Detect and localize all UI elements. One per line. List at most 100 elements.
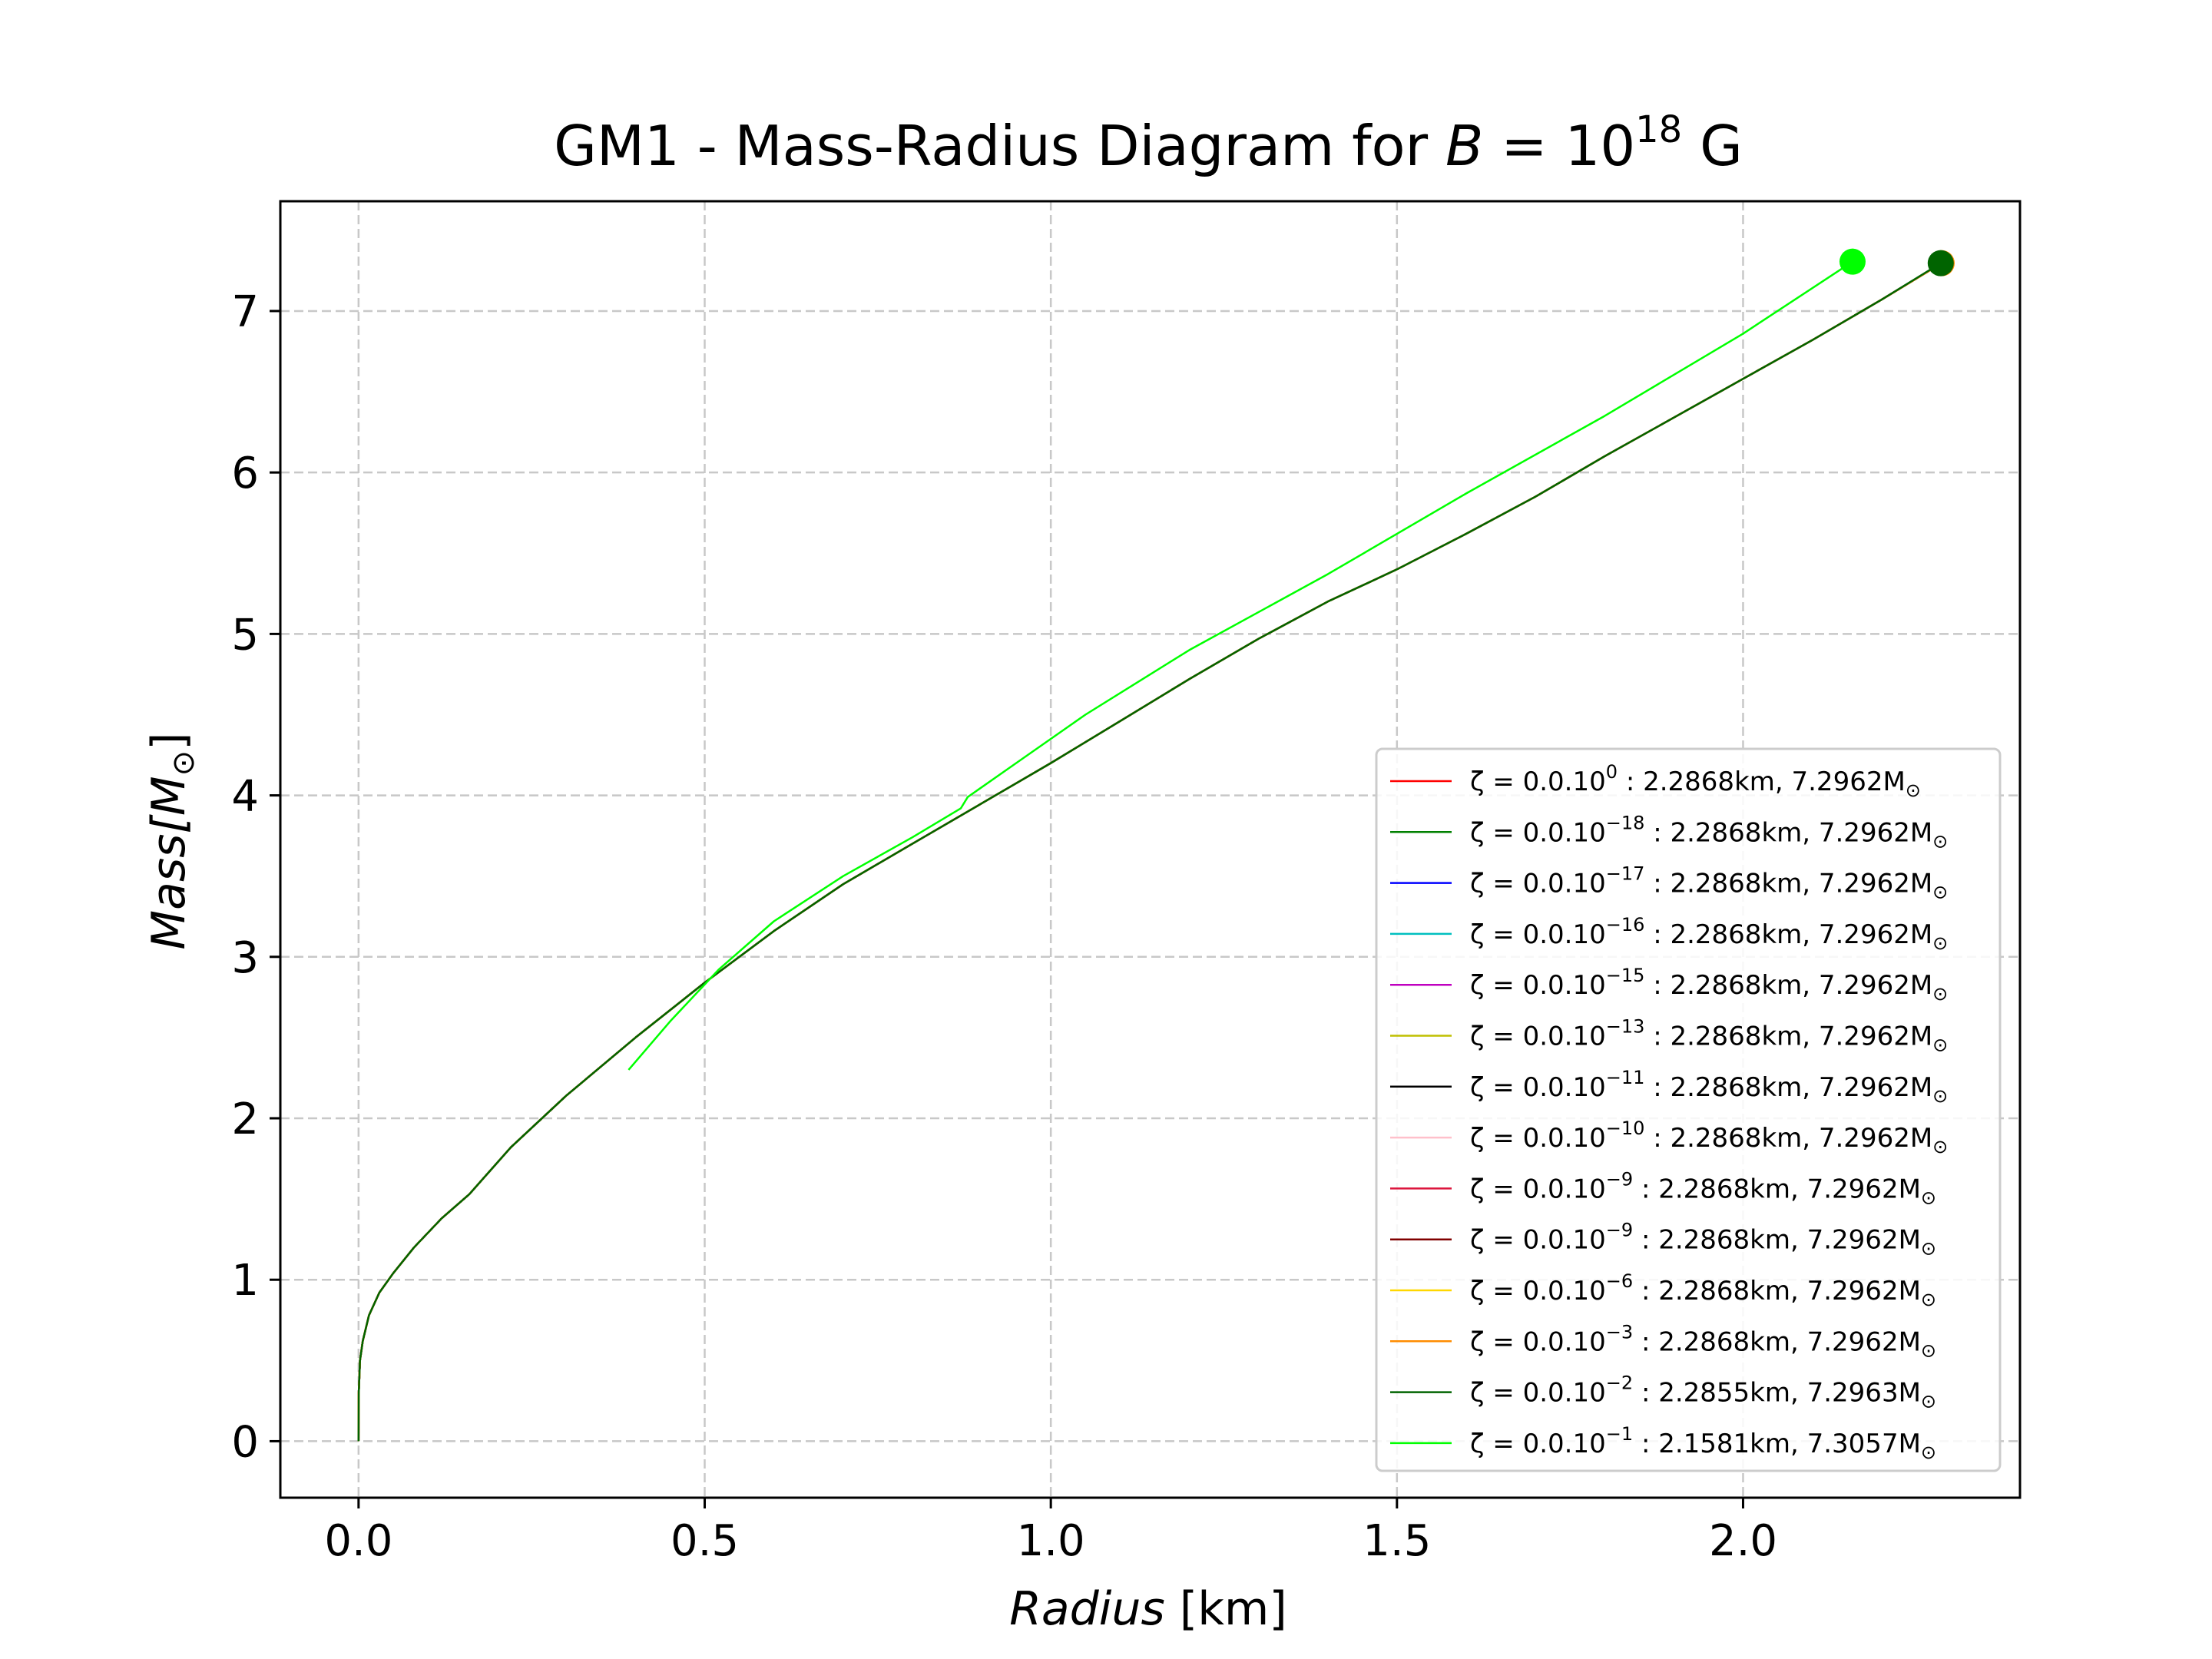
legend-entry-exponent: −18 — [1606, 812, 1645, 833]
legend-entry-text: ζ = 0.0.10 — [1470, 1276, 1606, 1306]
legend-entry: ζ = 0.0.10−13 : 2.2868km, 7.2962M⊙ — [1470, 1016, 1948, 1056]
legend-entry-text: ζ = 0.0.10 — [1470, 970, 1606, 1001]
legend-entry-text: : 2.2868km, 7.2962M — [1644, 919, 1932, 950]
legend-entry-text: : 2.2868km, 7.2962M — [1644, 1072, 1932, 1103]
legend: ζ = 0.0.100 : 2.2868km, 7.2962M⊙ζ = 0.0.… — [1375, 747, 2002, 1472]
y-axis-label-sub: ⊙ — [166, 750, 201, 777]
legend-entry-exponent: −3 — [1606, 1321, 1633, 1343]
legend-entry-text: ζ = 0.0.10 — [1470, 1072, 1606, 1103]
x-tick-label: 2.0 — [1709, 1516, 1777, 1566]
legend-entry-subscript: ⊙ — [1921, 1391, 1936, 1412]
y-axis-label: Mass[M⊙] — [142, 732, 201, 949]
x-axis-label-main: Radius — [1009, 1582, 1180, 1636]
x-tick-label: 1.0 — [1017, 1516, 1085, 1566]
series-endpoint-marker — [1839, 248, 1866, 275]
legend-entry-subscript: ⊙ — [1921, 1339, 1936, 1361]
legend-entry-exponent: 0 — [1606, 761, 1618, 783]
legend-entry-subscript: ⊙ — [1932, 1136, 1948, 1157]
legend-entry-text: : 2.1581km, 7.3057M — [1633, 1429, 1921, 1459]
legend-entry-text: : 2.2855km, 7.2963M — [1633, 1378, 1921, 1409]
x-tick-label: 1.5 — [1363, 1516, 1431, 1566]
legend-entry-subscript: ⊙ — [1921, 1187, 1936, 1208]
x-tick-label: 0.0 — [324, 1516, 392, 1566]
legend-entry-subscript: ⊙ — [1906, 780, 1921, 801]
legend-entry: ζ = 0.0.10−10 : 2.2868km, 7.2962M⊙ — [1470, 1118, 1948, 1157]
legend-entry-text: : 2.2868km, 7.2962M — [1644, 1022, 1932, 1052]
legend-entry-text: ζ = 0.0.10 — [1470, 1326, 1606, 1357]
x-axis-label-unit: [km] — [1180, 1582, 1287, 1636]
legend-entry-text: ζ = 0.0.10 — [1470, 1123, 1606, 1154]
y-axis-ticks: 0 1 2 3 4 5 6 7 — [231, 287, 280, 1467]
legend-entry-text: ζ = 0.0.10 — [1470, 1022, 1606, 1052]
title-prefix: GM1 - Mass-Radius Diagram for — [554, 114, 1445, 178]
legend-box — [1375, 747, 2002, 1472]
y-axis-label-main: Mass — [142, 834, 196, 950]
legend-entry-exponent: −17 — [1606, 863, 1645, 885]
legend-entry-subscript: ⊙ — [1932, 830, 1948, 852]
legend-entry-exponent: −10 — [1606, 1118, 1645, 1139]
chart-title: GM1 - Mass-Radius Diagram for B = 1018 G — [554, 108, 1743, 178]
y-tick-label: 1 — [231, 1256, 259, 1306]
legend-entry: ζ = 0.0.10−16 : 2.2868km, 7.2962M⊙ — [1470, 914, 1948, 954]
series-lines — [357, 260, 1942, 1442]
legend-entry-text: : 2.2868km, 7.2962M — [1618, 767, 1906, 797]
title-equals: = 10 — [1483, 114, 1635, 178]
legend-entry-subscript: ⊙ — [1921, 1289, 1936, 1310]
legend-entry: ζ = 0.0.10−18 : 2.2868km, 7.2962M⊙ — [1470, 812, 1948, 852]
y-tick-label: 7 — [231, 287, 259, 337]
title-variable: B — [1445, 114, 1483, 178]
legend-entry-text: : 2.2868km, 7.2962M — [1644, 1123, 1932, 1154]
legend-entry-subscript: ⊙ — [1932, 882, 1948, 903]
legend-entry-text: : 2.2868km, 7.2962M — [1633, 1276, 1921, 1306]
y-tick-label: 0 — [231, 1417, 259, 1467]
x-tick-label: 0.5 — [671, 1516, 739, 1566]
legend-entry-text: ζ = 0.0.10 — [1470, 869, 1606, 899]
legend-entry-text: ζ = 0.0.10 — [1470, 1225, 1606, 1256]
y-axis-label-close: ] — [142, 732, 196, 750]
y-tick-label: 6 — [231, 449, 259, 498]
legend-entry: ζ = 0.0.10−3 : 2.2868km, 7.2962M⊙ — [1470, 1321, 1936, 1361]
legend-entry-text: : 2.2868km, 7.2962M — [1644, 970, 1932, 1001]
legend-entry-text: : 2.2868km, 7.2962M — [1644, 869, 1932, 899]
legend-entry: ζ = 0.0.10−9 : 2.2868km, 7.2962M⊙ — [1470, 1168, 1936, 1208]
y-axis-label-unit: [M — [142, 776, 196, 833]
series-markers — [1839, 248, 1955, 276]
legend-entry-exponent: −13 — [1606, 1016, 1645, 1038]
series-endpoint-marker — [1927, 250, 1954, 276]
legend-entry-text: : 2.2868km, 7.2962M — [1633, 1326, 1921, 1357]
series-line — [628, 260, 1853, 1071]
legend-entry-text: ζ = 0.0.10 — [1470, 767, 1606, 797]
title-exponent: 18 — [1635, 108, 1682, 151]
legend-entry: ζ = 0.0.10−9 : 2.2868km, 7.2962M⊙ — [1470, 1220, 1936, 1260]
legend-entry-exponent: −9 — [1606, 1220, 1633, 1241]
legend-entry-subscript: ⊙ — [1932, 1085, 1948, 1107]
legend-entry-text: : 2.2868km, 7.2962M — [1633, 1174, 1921, 1204]
title-suffix: G — [1682, 114, 1743, 178]
legend-entry-text: ζ = 0.0.10 — [1470, 1174, 1606, 1204]
legend-entry: ζ = 0.0.100 : 2.2868km, 7.2962M⊙ — [1470, 761, 1921, 801]
legend-entry-subscript: ⊙ — [1932, 983, 1948, 1005]
legend-entry-subscript: ⊙ — [1932, 1035, 1948, 1056]
series-line — [357, 262, 1942, 1442]
legend-entry: ζ = 0.0.10−1 : 2.1581km, 7.3057M⊙ — [1470, 1423, 1936, 1463]
legend-entry-subscript: ⊙ — [1921, 1442, 1936, 1463]
legend-entry-text: ζ = 0.0.10 — [1470, 817, 1606, 848]
legend-entry: ζ = 0.0.10−15 : 2.2868km, 7.2962M⊙ — [1470, 965, 1948, 1005]
legend-entry: ζ = 0.0.10−2 : 2.2855km, 7.2963M⊙ — [1470, 1373, 1936, 1412]
plot-frame — [279, 200, 2022, 1499]
x-axis-ticks: 0.0 0.5 1.0 1.5 2.0 — [324, 1498, 1777, 1566]
legend-entry-subscript: ⊙ — [1932, 932, 1948, 954]
y-tick-label: 2 — [231, 1094, 259, 1144]
legend-entry: ζ = 0.0.10−11 : 2.2868km, 7.2962M⊙ — [1470, 1067, 1948, 1107]
legend-entry: ζ = 0.0.10−17 : 2.2868km, 7.2962M⊙ — [1470, 863, 1948, 903]
legend-entry-exponent: −16 — [1606, 914, 1645, 935]
x-axis-label: Radius [km] — [1009, 1582, 1287, 1636]
legend-entry: ζ = 0.0.10−6 : 2.2868km, 7.2962M⊙ — [1470, 1270, 1936, 1310]
legend-entry-exponent: −6 — [1606, 1270, 1633, 1292]
legend-entry-exponent: −9 — [1606, 1168, 1633, 1190]
y-tick-label: 3 — [231, 933, 259, 983]
legend-entry-exponent: −2 — [1606, 1373, 1633, 1394]
legend-entry-text: : 2.2868km, 7.2962M — [1633, 1225, 1921, 1256]
y-tick-label: 5 — [231, 610, 259, 660]
